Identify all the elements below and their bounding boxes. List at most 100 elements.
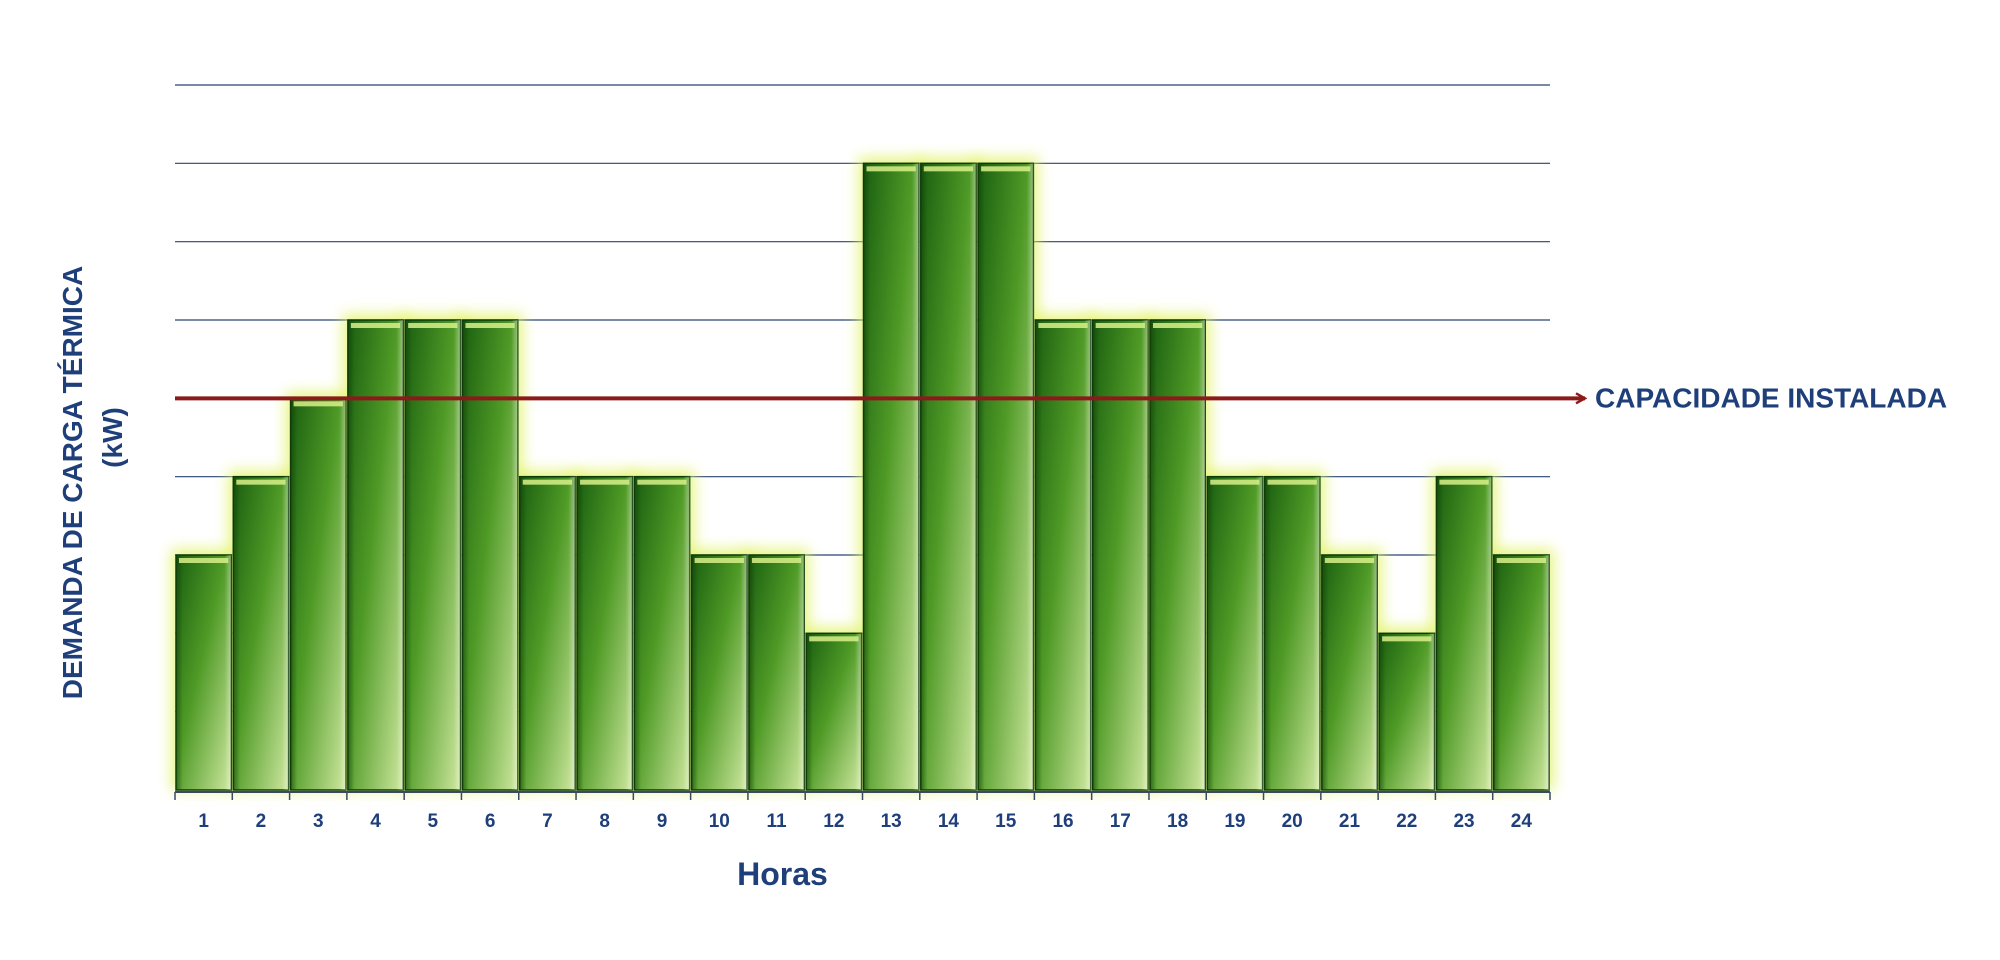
x-tick-label: 9 xyxy=(657,811,668,832)
bar-shading xyxy=(176,555,232,790)
capacity-reference-label: CAPACIDADE INSTALADA xyxy=(1595,383,1947,414)
bar-22 xyxy=(1378,632,1436,791)
bar-1 xyxy=(175,554,233,791)
bar-top-highlight xyxy=(350,323,401,328)
y-axis-unit: (kW) xyxy=(97,407,128,468)
bar-shading xyxy=(347,320,404,790)
reference-line-group: CAPACIDADE INSTALADA xyxy=(175,383,1947,414)
bar-shading xyxy=(290,398,346,790)
bar-top-highlight xyxy=(179,558,229,563)
bar-top-highlight xyxy=(1324,558,1375,563)
bar-17 xyxy=(1091,319,1149,791)
bar-top-highlight xyxy=(465,323,515,328)
x-tick-label: 20 xyxy=(1282,811,1303,832)
x-tick-label: 19 xyxy=(1224,811,1245,832)
bar-top-highlight xyxy=(1210,479,1260,485)
bar-top-highlight xyxy=(522,479,573,485)
x-tick-label: 2 xyxy=(256,811,267,832)
bar-shading xyxy=(863,163,919,791)
bar-top-highlight xyxy=(694,558,744,563)
bar-6 xyxy=(461,319,519,791)
bar-shading xyxy=(405,320,461,790)
bar-16 xyxy=(1034,319,1092,791)
bar-10 xyxy=(690,554,748,791)
x-tick-label: 8 xyxy=(599,811,610,832)
bar-top-highlight xyxy=(637,479,687,485)
bar-shading xyxy=(1493,555,1549,790)
x-axis-title: Horas xyxy=(737,856,828,892)
x-tick-label: 15 xyxy=(995,811,1017,832)
bar-top-highlight xyxy=(981,166,1031,172)
bar-shading xyxy=(462,320,518,790)
x-tick-label: 14 xyxy=(938,811,960,832)
x-tick-label: 18 xyxy=(1167,811,1188,832)
x-tick-label: 17 xyxy=(1110,811,1131,832)
bar-24 xyxy=(1492,554,1550,791)
bar-14 xyxy=(920,162,977,791)
y-axis-title-group: DEMANDA DE CARGA TÉRMICA (kW) xyxy=(57,266,128,699)
y-axis-title: DEMANDA DE CARGA TÉRMICA xyxy=(57,266,88,699)
bar-top-highlight xyxy=(1038,323,1088,328)
bar-23 xyxy=(1435,475,1493,791)
x-tick-label: 21 xyxy=(1339,811,1361,832)
x-tick-label: 13 xyxy=(881,811,902,832)
bar-shading xyxy=(1436,476,1492,790)
bar-top-highlight xyxy=(236,479,286,485)
bar-8 xyxy=(576,475,634,791)
bar-12 xyxy=(805,632,863,791)
bar-top-highlight xyxy=(1267,479,1317,485)
bar-top-highlight xyxy=(1439,479,1489,485)
bar-4 xyxy=(347,319,404,791)
bar-shading xyxy=(577,476,633,790)
bar-shading xyxy=(1207,476,1263,790)
bar-top-highlight xyxy=(1152,323,1203,328)
x-tick-label: 4 xyxy=(370,811,381,832)
bar-18 xyxy=(1149,319,1207,791)
x-tick-label: 1 xyxy=(198,811,209,832)
x-tick-label: 24 xyxy=(1511,811,1533,832)
bar-shading xyxy=(691,555,747,790)
x-tick-label: 3 xyxy=(313,811,324,832)
bar-shading xyxy=(1035,320,1091,790)
bar-15 xyxy=(977,162,1035,791)
bar-5 xyxy=(404,319,462,791)
bar-shading xyxy=(634,476,690,790)
x-tick-label: 7 xyxy=(542,811,553,832)
x-axis: 1 2 3 4 5 6 7 8 9 10 11 12 13 14 15 16 17 18 19 20 21 22 23 24 xyxy=(174,791,1551,832)
x-tick-label: 11 xyxy=(767,811,788,832)
bar-shading xyxy=(806,633,862,790)
bar-shading xyxy=(748,555,805,790)
bar-2 xyxy=(232,475,290,791)
x-tick-label: 10 xyxy=(709,811,730,832)
bar-13 xyxy=(862,162,920,791)
bar-top-highlight xyxy=(1382,636,1432,642)
bar-top-highlight xyxy=(866,166,916,172)
x-tick-label: 22 xyxy=(1396,811,1417,832)
bar-shading xyxy=(1264,476,1320,790)
bar-shading xyxy=(1321,555,1378,790)
bar-7 xyxy=(519,475,576,791)
bar-shading xyxy=(1092,320,1148,790)
bar-top-highlight xyxy=(751,558,802,563)
x-tick-label: 6 xyxy=(485,811,496,832)
x-tick-label: 16 xyxy=(1052,811,1073,832)
bar-top-highlight xyxy=(580,479,630,485)
bar-21 xyxy=(1321,554,1378,791)
bar-shading xyxy=(519,476,576,790)
bar-11 xyxy=(748,554,805,791)
x-tick-label: 12 xyxy=(823,811,844,832)
bar-top-highlight xyxy=(408,323,458,328)
bar-top-highlight xyxy=(1095,323,1145,328)
bar-19 xyxy=(1206,475,1264,791)
bar-shading xyxy=(1379,633,1435,790)
x-tick-label: 23 xyxy=(1453,811,1474,832)
x-tick-label: 5 xyxy=(428,811,439,832)
bar-top-highlight xyxy=(809,636,859,642)
bar-3 xyxy=(289,397,347,791)
bar-shading xyxy=(978,163,1034,791)
bar-top-highlight xyxy=(293,401,343,407)
bar-top-highlight xyxy=(1496,558,1546,563)
bar-9 xyxy=(633,475,691,791)
bar-shading xyxy=(920,163,977,791)
